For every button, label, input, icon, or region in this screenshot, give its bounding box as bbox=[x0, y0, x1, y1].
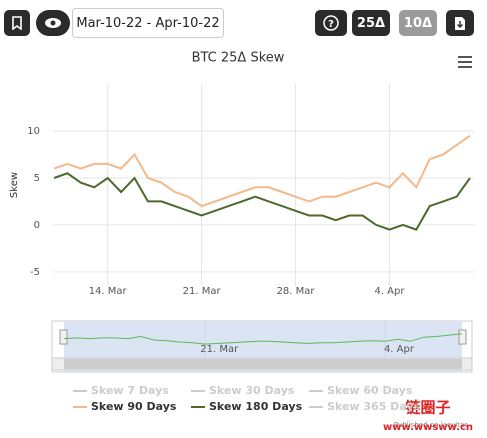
navigator-line bbox=[63, 333, 463, 345]
series-line bbox=[53, 134, 471, 208]
legend-label[interactable]: Skew 30 Days bbox=[209, 384, 295, 397]
y-axis-label: Skew bbox=[9, 172, 20, 198]
delta-button[interactable]: 25Δ bbox=[352, 10, 390, 36]
visibility-button[interactable] bbox=[36, 10, 70, 36]
legend-label[interactable]: Skew 7 Days bbox=[91, 384, 169, 397]
watermark: 链圈子 bbox=[405, 399, 450, 417]
credits: Published on laevitas bbox=[394, 421, 469, 429]
navigator-tick-label: 4. Apr bbox=[384, 344, 415, 355]
chart-title: BTC 25Δ Skew bbox=[192, 51, 285, 66]
navigator-tick-label: 21. Mar bbox=[200, 344, 239, 355]
x-tick-label: 28. Mar bbox=[277, 286, 316, 297]
plot: -5 0 5 10 14. Mar 21. Mar 28. Mar 4. Apr bbox=[27, 84, 474, 297]
menu-icon[interactable] bbox=[458, 56, 472, 68]
legend-label[interactable]: Skew 180 Days bbox=[209, 400, 303, 413]
navigator-handle[interactable] bbox=[59, 329, 68, 345]
legend-label[interactable]: Skew 60 Days bbox=[327, 384, 413, 397]
y-tick-label: 10 bbox=[27, 126, 40, 137]
x-tick-label: 14. Mar bbox=[89, 286, 128, 297]
bookmark-button[interactable] bbox=[4, 10, 30, 36]
x-tick-label: 4. Apr bbox=[374, 286, 405, 297]
scrollbar[interactable] bbox=[51, 357, 473, 371]
download-button[interactable] bbox=[446, 10, 474, 36]
navigator-handle[interactable] bbox=[458, 329, 467, 345]
x-tick-label: 21. Mar bbox=[183, 286, 222, 297]
help-button[interactable]: ? bbox=[315, 10, 347, 36]
delta-button[interactable]: 10Δ bbox=[399, 10, 437, 36]
series-line bbox=[53, 172, 471, 231]
scrollbar-thumb[interactable] bbox=[64, 359, 462, 369]
navigator bbox=[51, 320, 473, 373]
y-tick-label: 0 bbox=[34, 220, 40, 231]
date-range[interactable]: Mar-10-22 - Apr-10-22 bbox=[72, 8, 224, 38]
y-tick-label: 5 bbox=[34, 173, 40, 184]
legend-label[interactable]: Skew 90 Days bbox=[91, 400, 177, 413]
y-tick-label: -5 bbox=[30, 267, 40, 278]
navigator-selection[interactable] bbox=[64, 321, 462, 372]
watermark: www.wwsww.cn bbox=[383, 422, 473, 433]
svg-text:?: ? bbox=[328, 19, 334, 30]
legend-label[interactable]: Skew 365 Days bbox=[327, 400, 421, 413]
